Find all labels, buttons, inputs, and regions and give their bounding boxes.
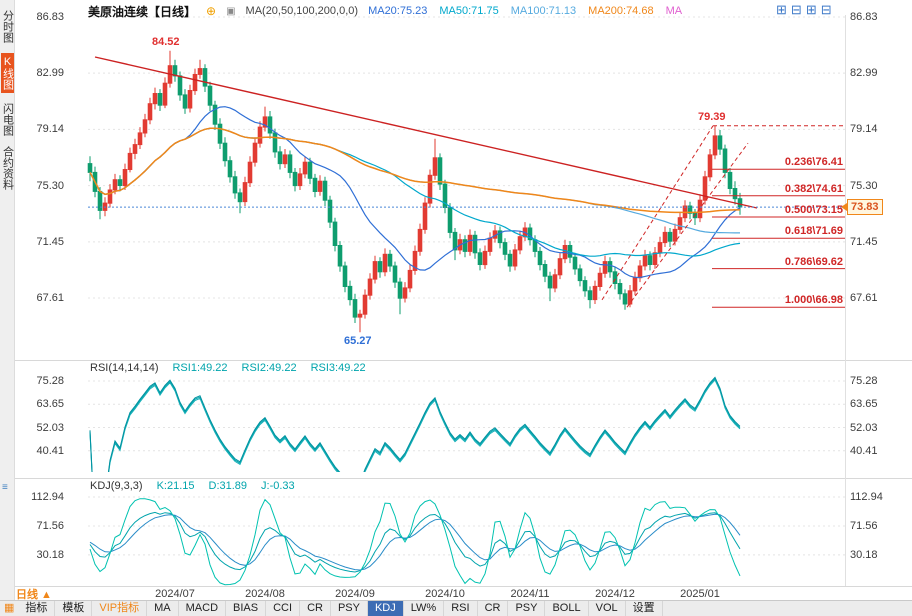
kdj-header: KDJ(9,3,3) K:21.15 D:31.89 J:-0.33 — [90, 480, 295, 492]
kdj-j-value: J:-0.33 — [261, 480, 295, 492]
toolbar-tab-11[interactable]: LW% — [404, 601, 445, 616]
toolbar-tab-4[interactable]: MA — [147, 601, 179, 616]
toolbar-tab-3[interactable]: VIP指标 — [92, 601, 148, 616]
toolbar-tab-15[interactable]: BOLL — [545, 601, 589, 616]
layout-split-icon[interactable]: ⊟ — [820, 2, 832, 17]
toolbar-tab-17[interactable]: 设置 — [626, 601, 663, 616]
toolbar-tab-1[interactable]: 指标 — [18, 601, 56, 616]
rsi2-value: RSI2:49.22 — [241, 362, 297, 374]
rsi1-value: RSI1:49.22 — [172, 362, 228, 374]
sidebar: 分时图 K线图 闪电图 合约资料 — [0, 0, 15, 600]
last-price-tag: 73.83 — [847, 199, 883, 215]
ma-params-label: MA(20,50,100,200,0,0) — [245, 5, 359, 17]
chart-header: 美原油连续【日线】 ⊕ ▣ MA(20,50,100,200,0,0) MA20… — [88, 3, 682, 19]
toolbar-tab-12[interactable]: RSI — [444, 601, 478, 616]
sidebar-item-contract-info[interactable]: 合约资料 — [1, 146, 14, 190]
ma-value-1: MA20:75.23 — [368, 5, 428, 17]
toolbar-tab-9[interactable]: PSY — [331, 601, 368, 616]
kdj-d-value: D:31.89 — [208, 480, 248, 492]
sidebar-item-time-chart[interactable]: 分时图 — [1, 10, 14, 43]
fib-level-1000: 1.000\66.98 — [784, 294, 843, 306]
rsi-header: RSI(14,14,14) RSI1:49.22 RSI2:49.22 RSI3… — [90, 362, 366, 374]
link-icon[interactable]: ⊕ — [206, 4, 217, 18]
ma-value-5: MA — [665, 5, 683, 17]
layout-grid-icon[interactable]: ⊞ — [805, 2, 817, 17]
chart-canvas[interactable] — [0, 0, 912, 592]
layout-split-h-icon[interactable]: ⊟ — [790, 2, 802, 17]
ma-value-4: MA200:74.68 — [588, 5, 654, 17]
toolbar-tab-5[interactable]: MACD — [179, 601, 227, 616]
toolbar-tab-16[interactable]: VOL — [589, 601, 626, 616]
fib-level-0236: 0.236\76.41 — [784, 156, 843, 168]
kdj-k-value: K:21.15 — [156, 480, 195, 492]
rsi3-value: RSI3:49.22 — [310, 362, 366, 374]
toolbar-tab-2[interactable]: 模板 — [55, 601, 93, 616]
toolbar-tab-6[interactable]: BIAS — [226, 601, 267, 616]
layout-icons: ⊞ ⊟ ⊞ ⊟ — [776, 2, 832, 18]
toolbar-tabs: 指标 模板 VIP指标 MA MACD BIAS CCI CR PSY KDJ LW% RSI CR PS… — [18, 601, 663, 616]
peak-price-label: 84.52 — [152, 36, 180, 48]
toolbar-tab-10[interactable]: KDJ — [367, 601, 404, 616]
fib-level-0786: 0.786\69.62 — [784, 256, 843, 268]
ma-values: MA20:75.23 MA50:71.75 MA100:71.13 MA200:74.… — [368, 5, 682, 17]
price-tag-arrow — [841, 203, 847, 211]
fib-level-0382: 0.382\74.61 — [784, 183, 843, 195]
fib-level-0618: 0.618\71.69 — [784, 225, 843, 237]
indicator-window-icon[interactable]: ▣ — [226, 5, 236, 17]
toolbar-tab-8[interactable]: CR — [300, 601, 331, 616]
recent-high-label: 79.39 — [698, 111, 726, 123]
instrument-title: 美原油连续【日线】 — [88, 4, 197, 19]
kdj-params: KDJ(9,3,3) — [90, 480, 143, 492]
toolbar-tab-14[interactable]: PSY — [508, 601, 546, 616]
indicator-menu-icon[interactable]: ▦ — [4, 602, 15, 614]
sidebar-item-kline-chart[interactable]: K线图 — [0, 53, 14, 93]
period-selector[interactable]: 日线 ▲ — [16, 589, 52, 601]
toolbar-tab-13[interactable]: CR — [478, 601, 509, 616]
toolbar-tab-7[interactable]: CCI — [266, 601, 301, 616]
rsi-params: RSI(14,14,14) — [90, 362, 159, 374]
low-price-label: 65.27 — [344, 335, 372, 347]
kdj-panel-toggle-icon[interactable]: ≡ — [2, 482, 8, 493]
layout-2x2-icon[interactable]: ⊞ — [776, 2, 787, 17]
bottom-toolbar: ▦ 指标 模板 VIP指标 MA MACD BIAS CCI CR PSY KDJ LW% RSI CR… — [0, 600, 912, 616]
sidebar-item-flash-chart[interactable]: 闪电图 — [1, 103, 14, 136]
fib-level-0500: 0.500\73.15 — [784, 204, 843, 216]
ma-value-3: MA100:71.13 — [510, 5, 577, 17]
ma-value-2: MA50:71.75 — [439, 5, 499, 17]
